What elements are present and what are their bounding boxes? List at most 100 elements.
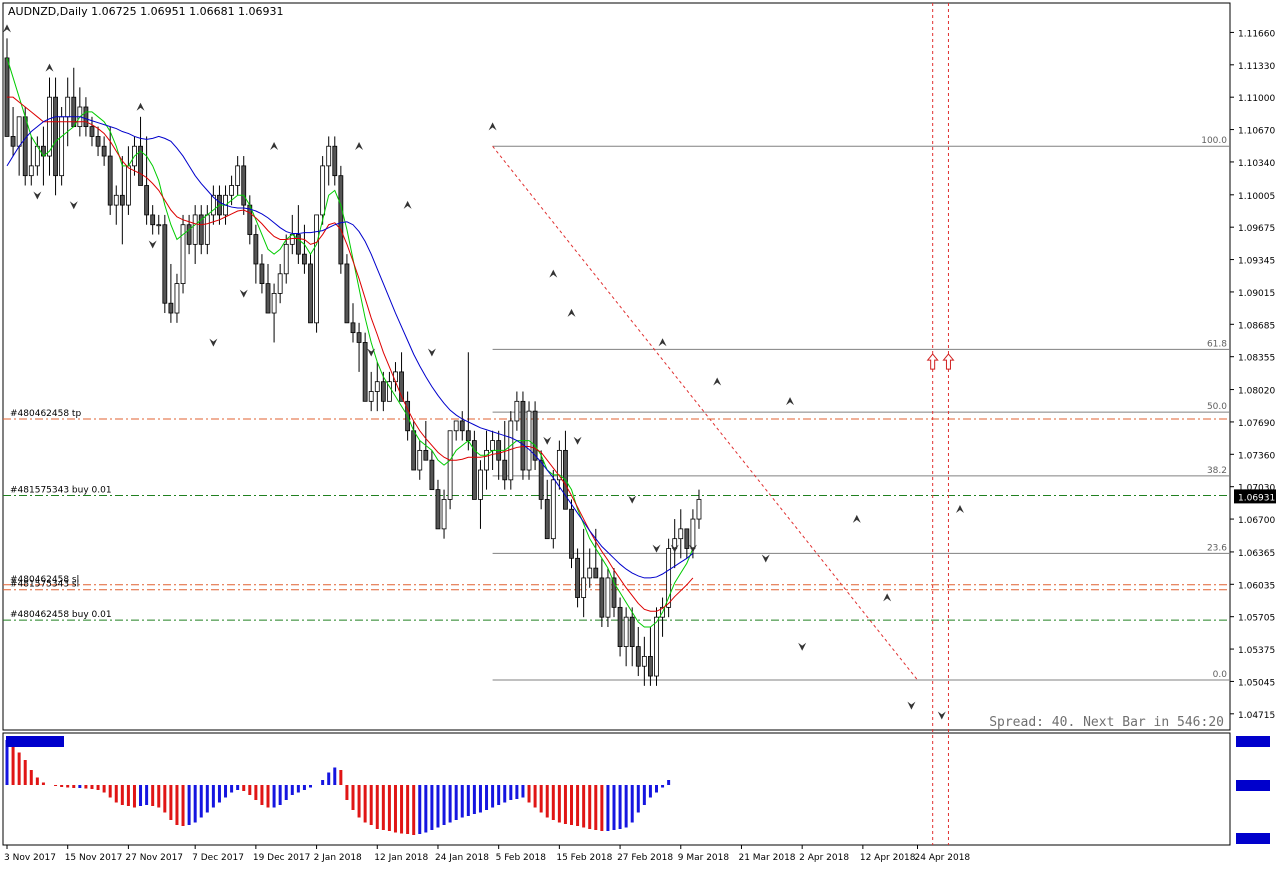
candle-body bbox=[16, 116, 22, 147]
candle-body bbox=[138, 145, 143, 186]
current-price-label: 1.06931 bbox=[1238, 493, 1275, 503]
candle-body bbox=[575, 557, 580, 598]
candle-body bbox=[47, 96, 52, 157]
candle-body bbox=[204, 214, 210, 245]
candle-body bbox=[229, 185, 234, 196]
indicator-name-badge bbox=[6, 736, 64, 747]
price-tick-label: 1.05705 bbox=[1238, 614, 1275, 624]
candle-body bbox=[556, 449, 562, 481]
candle-body bbox=[581, 577, 587, 598]
fractal-up-icon bbox=[713, 377, 722, 386]
time-tick-label: 3 Nov 2017 bbox=[4, 853, 56, 863]
candle-body bbox=[696, 499, 702, 520]
candle-body bbox=[441, 499, 447, 530]
moving-average-line bbox=[6, 57, 694, 628]
candle-body bbox=[453, 420, 459, 432]
candle-body bbox=[635, 646, 641, 667]
moving-average-line bbox=[6, 116, 694, 579]
candle-body bbox=[544, 499, 550, 540]
candle-body bbox=[569, 508, 574, 559]
price-tick-label: 1.09675 bbox=[1238, 224, 1275, 234]
candle-body bbox=[417, 449, 423, 471]
fractal-down-icon bbox=[937, 711, 946, 720]
order-label: #480462458 sl bbox=[10, 575, 79, 585]
fractal-down-icon bbox=[239, 289, 248, 298]
price-tick-label: 1.06700 bbox=[1238, 516, 1275, 526]
fractal-down-icon bbox=[761, 554, 770, 563]
candle-body bbox=[423, 449, 429, 461]
current-price-badge bbox=[1234, 489, 1276, 504]
candle-body bbox=[447, 430, 453, 500]
candle-body bbox=[508, 420, 514, 481]
fractal-up-icon bbox=[567, 308, 576, 317]
fractal-down-icon bbox=[907, 701, 916, 710]
time-tick-label: 2 Apr 2018 bbox=[799, 853, 849, 863]
order-label: #480462458 buy 0.01 bbox=[10, 610, 112, 620]
time-tick-label: 9 Mar 2018 bbox=[678, 853, 730, 863]
fractal-up-icon bbox=[488, 122, 497, 131]
price-tick-label: 1.08020 bbox=[1238, 387, 1275, 397]
time-tick-label: 19 Dec 2017 bbox=[253, 853, 311, 863]
candle-body bbox=[502, 459, 508, 481]
price-tick-label: 1.09015 bbox=[1238, 289, 1275, 299]
fractal-down-icon bbox=[573, 436, 582, 445]
candle-body bbox=[617, 606, 623, 648]
candle-body bbox=[65, 96, 71, 118]
candle-body bbox=[192, 214, 198, 245]
price-tick-label: 1.06035 bbox=[1238, 581, 1275, 591]
candle-body bbox=[648, 656, 653, 677]
fractal-up-icon bbox=[45, 63, 54, 72]
fractal-down-icon bbox=[148, 240, 157, 249]
fractal-down-icon bbox=[652, 544, 661, 553]
fractal-up-icon bbox=[136, 102, 145, 111]
order-lines-layer: #480462458 tp #481575343 buy 0.01 #4804624… bbox=[3, 409, 1230, 621]
fractal-up-icon bbox=[883, 593, 892, 602]
candle-body bbox=[587, 567, 593, 579]
price-tick-label: 1.08685 bbox=[1238, 321, 1275, 331]
candle-body bbox=[113, 194, 119, 206]
candle-body bbox=[295, 234, 301, 255]
candle-body bbox=[235, 165, 241, 186]
fractal-down-icon bbox=[798, 642, 807, 651]
candle-body bbox=[168, 302, 174, 314]
candle-body bbox=[459, 420, 465, 432]
candle-body bbox=[308, 263, 313, 324]
price-tick-label: 1.04715 bbox=[1238, 711, 1275, 721]
indicator-bottom-badge bbox=[1236, 833, 1270, 844]
candle-body bbox=[678, 528, 684, 540]
candle-body bbox=[654, 616, 659, 677]
time-tick-label: 21 Mar 2018 bbox=[738, 853, 795, 863]
price-axis: 1.11660 1.11330 1.11000 1.10670 1.10340 1.100… bbox=[1230, 29, 1276, 721]
candle-body bbox=[186, 224, 192, 245]
candle-body bbox=[399, 371, 404, 402]
candle-body bbox=[253, 234, 259, 265]
candle-body bbox=[374, 381, 380, 392]
candle-body bbox=[429, 459, 435, 491]
fractal-down-icon bbox=[628, 495, 637, 504]
fractal-up-icon bbox=[270, 142, 279, 151]
time-tick-label: 12 Jan 2018 bbox=[374, 853, 428, 863]
fractal-down-icon bbox=[33, 191, 42, 200]
fractal-down-icon bbox=[209, 338, 218, 347]
fib-level-label: 100.0 bbox=[1201, 136, 1227, 146]
fractal-up-icon bbox=[403, 200, 412, 209]
candle-body bbox=[393, 371, 398, 383]
fractal-up-icon bbox=[955, 505, 964, 514]
candle-body bbox=[520, 400, 526, 471]
indicator-zero-badge bbox=[1236, 780, 1270, 791]
symbol-header: AUDNZD,Daily 1.06725 1.06951 1.06681 1.0… bbox=[8, 5, 284, 18]
moving-average-line bbox=[7, 96, 694, 612]
histogram-layer bbox=[5, 740, 671, 835]
moving-averages-layer bbox=[6, 57, 694, 628]
time-tick-label: 7 Dec 2017 bbox=[192, 853, 244, 863]
candle-body bbox=[283, 243, 289, 275]
price-tick-label: 1.07360 bbox=[1238, 451, 1275, 461]
price-tick-label: 1.09345 bbox=[1238, 257, 1275, 267]
candle-body bbox=[210, 194, 216, 216]
candle-body bbox=[356, 332, 362, 343]
buy-arrow-icon bbox=[926, 353, 939, 370]
candle-body bbox=[150, 214, 156, 226]
price-tick-label: 1.10005 bbox=[1238, 192, 1275, 202]
fractal-down-icon bbox=[543, 436, 552, 445]
